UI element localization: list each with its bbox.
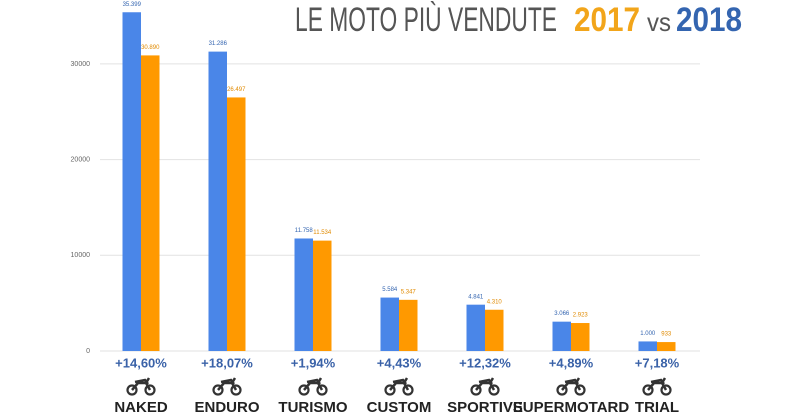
value-label: 4.841 <box>468 294 484 300</box>
x-tick-label: SUPERMOTARD <box>513 399 630 416</box>
bar <box>638 341 657 351</box>
body <box>217 377 238 391</box>
y-tick-label: 10000 <box>71 252 91 259</box>
wheel <box>230 384 242 396</box>
wheel <box>488 384 500 396</box>
chart-title: LE MOTO PIÙ VENDUTE <box>295 1 557 39</box>
x-tick-label: TURISMO <box>278 399 347 416</box>
legend-2017: 2017 <box>574 1 640 39</box>
value-label: 5.584 <box>382 287 398 293</box>
change-label: +12,32% <box>459 355 511 370</box>
body <box>647 377 668 391</box>
bar <box>294 238 313 351</box>
change-label: +4,89% <box>549 355 594 370</box>
x-tick-label: ENDURO <box>194 399 259 416</box>
body <box>475 377 496 391</box>
wheel <box>316 384 328 396</box>
moto-icon <box>298 377 328 396</box>
x-tick-label: CUSTOM <box>367 399 432 416</box>
x-tick-label: TRIAL <box>635 399 679 416</box>
wheel <box>126 384 138 396</box>
bar <box>466 304 485 351</box>
legend-2018: 2018 <box>676 1 742 39</box>
bar <box>552 321 571 351</box>
bar <box>122 12 141 352</box>
moto-icon <box>126 377 156 396</box>
moto-icon <box>470 377 500 396</box>
wheel <box>470 384 482 396</box>
bar <box>399 299 418 351</box>
change-label: +1,94% <box>291 355 336 370</box>
value-label: 35.399 <box>123 2 142 8</box>
bar <box>485 309 504 351</box>
wheel <box>298 384 310 396</box>
value-label: 11.534 <box>313 230 332 236</box>
value-label: 3.066 <box>554 311 570 317</box>
change-label: +4,43% <box>377 355 422 370</box>
moto-icon <box>642 377 672 396</box>
value-label: 4.310 <box>487 299 503 305</box>
bar <box>208 51 227 352</box>
body <box>561 377 582 391</box>
wheel <box>642 384 654 396</box>
moto-icon <box>556 377 586 396</box>
bar <box>313 240 332 351</box>
bar <box>141 55 160 351</box>
value-label: 2.923 <box>573 313 589 319</box>
wheel <box>574 384 586 396</box>
moto-icon <box>384 377 414 396</box>
bar <box>571 323 590 351</box>
bar <box>227 97 246 351</box>
value-label: 11.758 <box>295 228 314 234</box>
bar <box>657 342 676 351</box>
value-label: 26.497 <box>227 87 246 93</box>
value-label: 5.347 <box>401 289 417 295</box>
wheel <box>144 384 156 396</box>
body <box>389 377 410 391</box>
body <box>131 377 152 391</box>
value-label: 31.286 <box>209 41 228 47</box>
value-label: 933 <box>661 332 672 338</box>
bar <box>380 297 399 351</box>
change-label: +7,18% <box>635 355 680 370</box>
value-label: 1.000 <box>640 331 656 337</box>
wheel <box>402 384 414 396</box>
wheel <box>556 384 568 396</box>
y-tick-label: 20000 <box>71 156 91 163</box>
x-tick-label: SPORTIVE <box>447 399 523 416</box>
wheel <box>384 384 396 396</box>
x-tick-label: NAKED <box>114 399 168 416</box>
change-label: +14,60% <box>115 355 167 370</box>
title-vs: vs <box>647 7 671 37</box>
moto-icon <box>212 377 242 396</box>
change-label: +18,07% <box>201 355 253 370</box>
y-tick-label: 0 <box>86 348 90 355</box>
value-label: 30.890 <box>141 45 160 51</box>
wheel <box>212 384 224 396</box>
wheel <box>660 384 672 396</box>
y-tick-label: 30000 <box>71 61 91 68</box>
body <box>303 377 324 391</box>
